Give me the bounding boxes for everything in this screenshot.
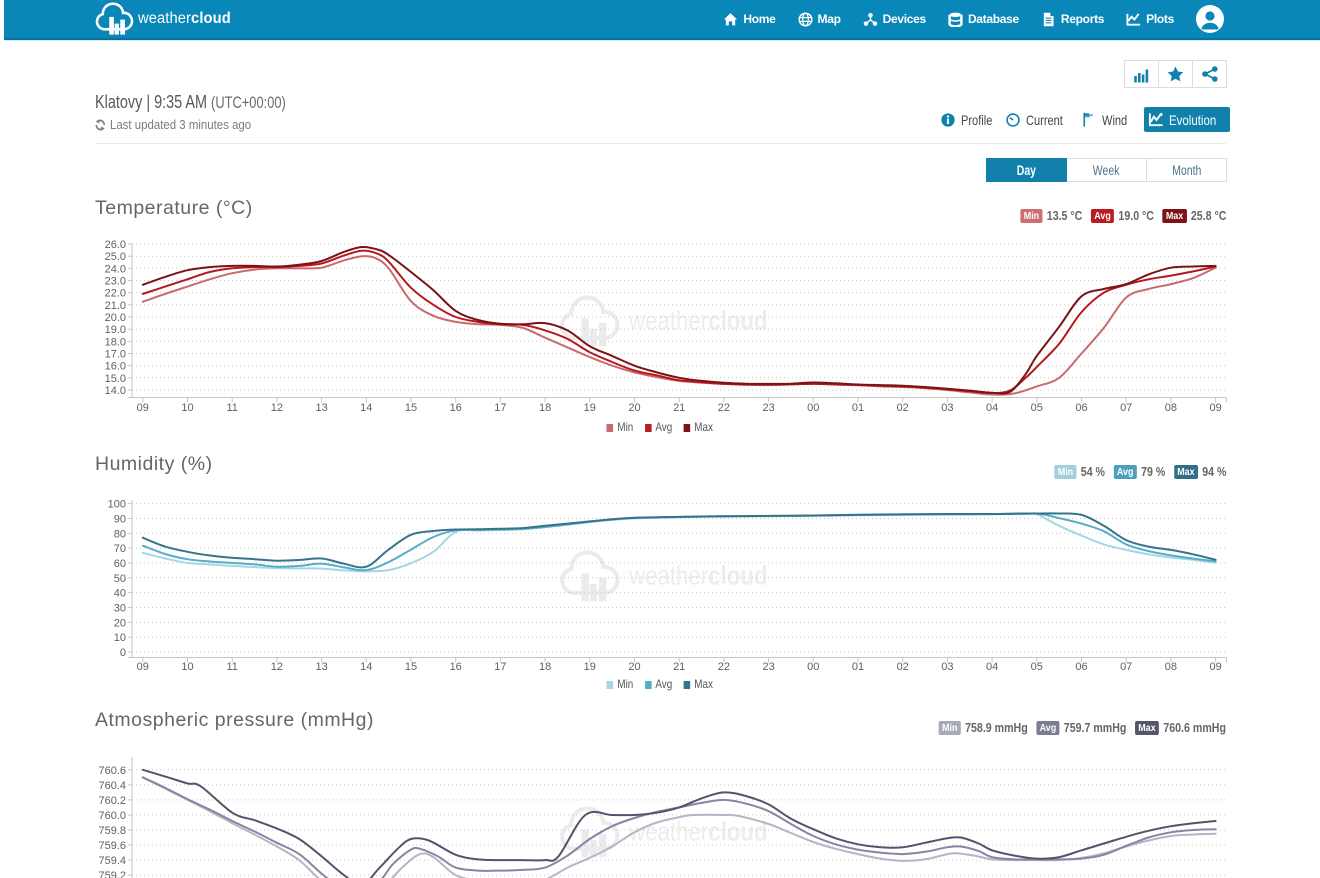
svg-text:18.0: 18.0 — [105, 336, 126, 348]
svg-text:759.6: 759.6 — [98, 840, 126, 852]
svg-text:22: 22 — [718, 661, 730, 673]
svg-text:0: 0 — [120, 647, 126, 659]
svg-text:01: 01 — [852, 402, 864, 414]
svg-text:17: 17 — [494, 402, 506, 414]
svg-text:06: 06 — [1075, 402, 1087, 414]
svg-text:60: 60 — [114, 558, 126, 570]
svg-text:26.0: 26.0 — [105, 239, 126, 251]
svg-text:18: 18 — [539, 402, 551, 414]
svg-text:10: 10 — [181, 402, 193, 414]
svg-text:759.4: 759.4 — [98, 855, 126, 867]
svg-text:20.0: 20.0 — [105, 312, 126, 324]
svg-text:50: 50 — [114, 573, 126, 585]
svg-text:15: 15 — [405, 661, 417, 673]
svg-text:06: 06 — [1075, 661, 1087, 673]
svg-text:21: 21 — [673, 661, 685, 673]
svg-text:30: 30 — [114, 603, 126, 615]
svg-text:12: 12 — [271, 661, 283, 673]
svg-text:07: 07 — [1120, 402, 1132, 414]
svg-text:20: 20 — [628, 402, 640, 414]
svg-text:03: 03 — [941, 402, 953, 414]
svg-text:00: 00 — [807, 402, 819, 414]
svg-text:15.0: 15.0 — [105, 373, 126, 385]
svg-text:weathercloud: weathercloud — [628, 818, 767, 847]
svg-text:760.2: 760.2 — [98, 795, 126, 807]
svg-text:14: 14 — [360, 402, 372, 414]
svg-text:20: 20 — [628, 661, 640, 673]
svg-text:19.0: 19.0 — [105, 324, 126, 336]
svg-text:14.0: 14.0 — [105, 385, 126, 397]
svg-text:03: 03 — [941, 661, 953, 673]
svg-text:759.2: 759.2 — [98, 870, 126, 878]
svg-text:22: 22 — [718, 402, 730, 414]
svg-text:760.0: 760.0 — [98, 810, 126, 822]
svg-text:759.8: 759.8 — [98, 825, 126, 837]
svg-text:40: 40 — [114, 588, 126, 600]
svg-text:25.0: 25.0 — [105, 251, 126, 263]
svg-text:02: 02 — [897, 661, 909, 673]
svg-text:05: 05 — [1031, 402, 1043, 414]
svg-text:760.4: 760.4 — [98, 780, 126, 792]
svg-text:09: 09 — [1209, 661, 1221, 673]
svg-text:14: 14 — [360, 661, 372, 673]
svg-text:weathercloud: weathercloud — [628, 562, 767, 591]
svg-text:11: 11 — [226, 402, 237, 414]
svg-text:13: 13 — [315, 402, 327, 414]
svg-text:04: 04 — [986, 402, 998, 414]
svg-text:01: 01 — [852, 661, 864, 673]
svg-text:08: 08 — [1165, 661, 1177, 673]
svg-text:19: 19 — [584, 661, 596, 673]
svg-text:02: 02 — [897, 402, 909, 414]
svg-text:17.0: 17.0 — [105, 349, 126, 361]
svg-text:16: 16 — [450, 661, 462, 673]
svg-text:100: 100 — [108, 499, 126, 511]
svg-text:16: 16 — [450, 402, 462, 414]
svg-text:23.0: 23.0 — [105, 276, 126, 288]
svg-text:23: 23 — [762, 402, 774, 414]
svg-text:21: 21 — [673, 402, 685, 414]
svg-text:10: 10 — [114, 632, 126, 644]
svg-text:80: 80 — [114, 528, 126, 540]
svg-text:09: 09 — [1209, 402, 1221, 414]
svg-text:04: 04 — [986, 661, 998, 673]
svg-text:22.0: 22.0 — [105, 288, 126, 300]
svg-text:weathercloud: weathercloud — [628, 307, 767, 336]
svg-text:00: 00 — [807, 661, 819, 673]
svg-text:10: 10 — [181, 661, 193, 673]
svg-text:23: 23 — [762, 661, 774, 673]
svg-text:20: 20 — [114, 617, 126, 629]
svg-text:24.0: 24.0 — [105, 263, 126, 275]
svg-text:21.0: 21.0 — [105, 300, 126, 312]
svg-text:18: 18 — [539, 661, 551, 673]
svg-text:09: 09 — [137, 661, 149, 673]
svg-text:11: 11 — [226, 661, 237, 673]
svg-text:15: 15 — [405, 402, 417, 414]
svg-text:13: 13 — [315, 661, 327, 673]
svg-text:90: 90 — [114, 513, 126, 525]
svg-text:19: 19 — [584, 402, 596, 414]
svg-text:760.6: 760.6 — [98, 765, 126, 777]
svg-text:12: 12 — [271, 402, 283, 414]
svg-text:08: 08 — [1165, 402, 1177, 414]
svg-text:07: 07 — [1120, 661, 1132, 673]
svg-text:17: 17 — [494, 661, 506, 673]
svg-text:09: 09 — [137, 402, 149, 414]
svg-text:70: 70 — [114, 543, 126, 555]
svg-text:05: 05 — [1031, 661, 1043, 673]
svg-text:16.0: 16.0 — [105, 361, 126, 373]
